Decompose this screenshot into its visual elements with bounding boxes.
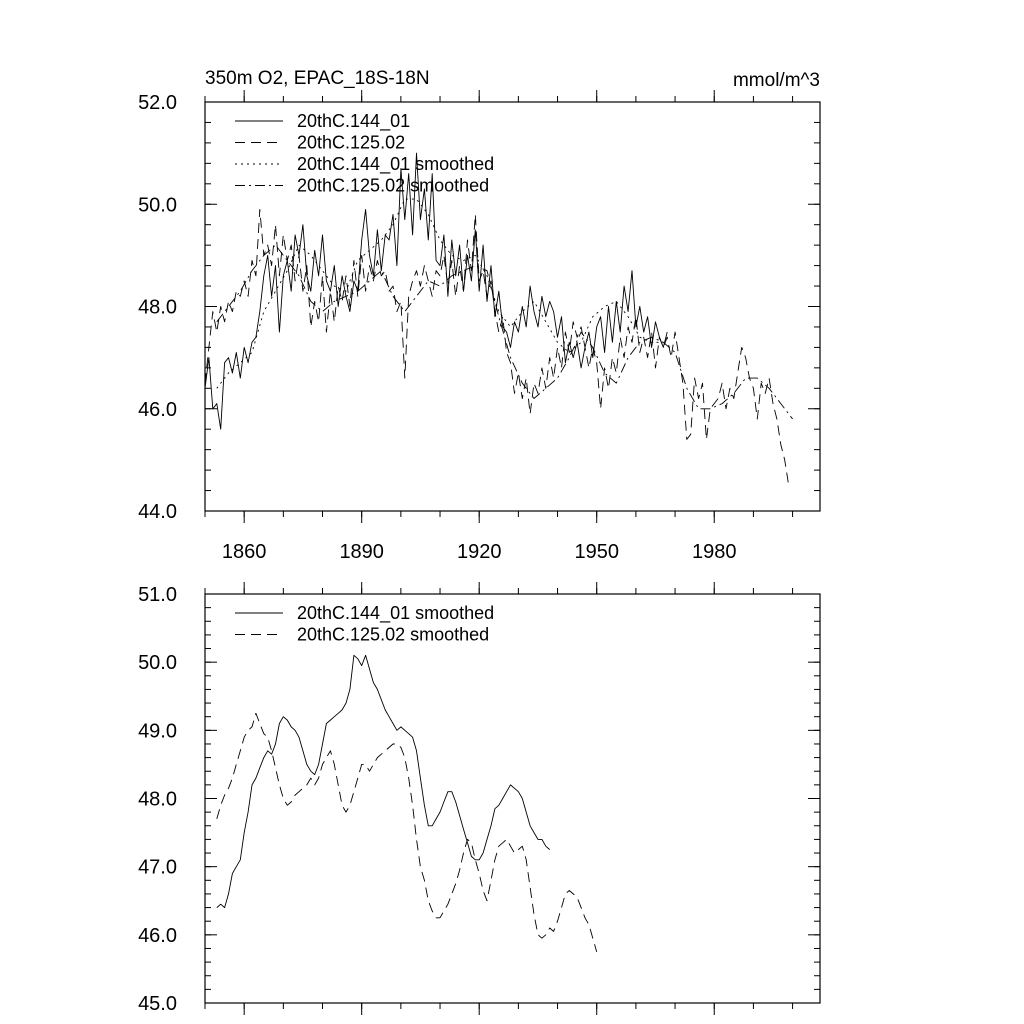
x-tick-label: 1950 bbox=[574, 541, 619, 563]
x-tick-label: 1890 bbox=[339, 541, 384, 563]
legend-label: 20thC.144_01 bbox=[297, 111, 410, 132]
legend-label: 20thC.144_01 smoothed bbox=[297, 154, 494, 175]
y-tick-label: 48.0 bbox=[138, 297, 177, 319]
y-tick-label: 51.0 bbox=[138, 584, 177, 606]
x-tick-label: 1920 bbox=[457, 541, 502, 563]
series-line-20thc-125-02 bbox=[204, 208, 790, 486]
x-tick-label: 1980 bbox=[692, 541, 737, 563]
chart-title: 350m O2, EPAC_18S-18N bbox=[205, 68, 430, 89]
y-tick-label: 50.0 bbox=[138, 652, 177, 674]
units-label: mmol/m^3 bbox=[733, 70, 820, 91]
bottom-axis-ticks: 45.0 46.0 47.0 48.0 49.0 50.0 51.0 bbox=[138, 582, 820, 1015]
top-series-group bbox=[204, 152, 793, 486]
series-line-20thc-125-02-smoothed bbox=[216, 244, 793, 420]
legend-label: 20thC.144_01 smoothed bbox=[297, 603, 494, 624]
bottom-panel: 45.0 46.0 47.0 48.0 49.0 50.0 51.0 20thC.144_0… bbox=[138, 582, 821, 1015]
series-line-20thc-125-02-smoothed bbox=[216, 712, 598, 953]
y-tick-label: 50.0 bbox=[138, 194, 177, 216]
series-line-20thc-144-01 bbox=[204, 152, 668, 430]
y-tick-label: 46.0 bbox=[138, 399, 177, 421]
y-tick-label: 44.0 bbox=[138, 501, 177, 523]
top-plot-frame bbox=[204, 101, 821, 512]
y-tick-label: 45.0 bbox=[138, 993, 177, 1015]
legend-label: 20thC.125.02 smoothed bbox=[297, 625, 489, 645]
y-tick-label: 52.0 bbox=[138, 92, 177, 114]
y-tick-label: 48.0 bbox=[138, 789, 177, 811]
legend-label: 20thC.125.02 smoothed bbox=[297, 176, 489, 196]
y-tick-label: 49.0 bbox=[138, 720, 177, 742]
bottom-series-group bbox=[216, 654, 598, 953]
y-tick-label: 47.0 bbox=[138, 857, 177, 879]
series-line-20thc-144-01-smoothed bbox=[216, 654, 550, 909]
bottom-plot-frame bbox=[204, 593, 821, 1004]
legend-label: 20thC.125.02 bbox=[297, 133, 405, 153]
top-panel: 350m O2, EPAC_18S-18N mmol/m^3 44.0 46.0 4… bbox=[138, 68, 821, 563]
y-tick-label: 46.0 bbox=[138, 925, 177, 947]
x-tick-label: 1860 bbox=[222, 541, 267, 563]
